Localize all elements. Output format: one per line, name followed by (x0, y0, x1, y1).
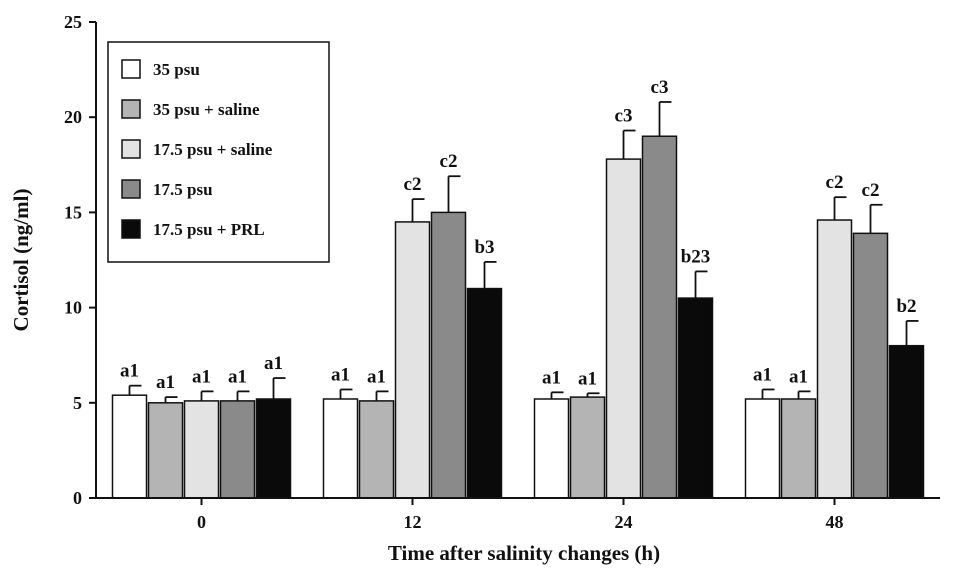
y-axis-title: Cortisol (ng/ml) (9, 189, 33, 332)
bar-label: a1 (192, 366, 211, 387)
bar (605, 158, 642, 499)
bar-label: a1 (789, 366, 808, 387)
bars-layer: a1 a1 a1 a1 a1 a1 a1 c2 c2 b3 a1 a1 c3 c3 b23 a1 a1 c2 c2 b… (111, 77, 925, 499)
bar (255, 398, 292, 499)
bar-label: b3 (474, 237, 494, 258)
bar-label: c3 (651, 77, 669, 98)
legend-swatch (121, 99, 141, 119)
y-tick-label: 20 (64, 107, 82, 127)
y-tick-label: 10 (64, 298, 82, 318)
legend-label: 35 psu + saline (153, 100, 260, 119)
bar (466, 287, 503, 499)
legend-box (107, 41, 330, 263)
bar-label: a1 (578, 368, 597, 389)
bar-label: a1 (542, 367, 561, 388)
y-tick-label: 25 (64, 12, 82, 32)
bar (641, 135, 678, 499)
bar (219, 400, 256, 499)
legend-swatch (121, 59, 141, 79)
x-tick-label: 24 (615, 512, 633, 532)
bar-label: a1 (264, 353, 283, 374)
legend-swatch (121, 179, 141, 199)
bar-label: c2 (404, 174, 422, 195)
legend-label: 17.5 psu + saline (153, 140, 273, 159)
bar (358, 400, 395, 499)
bar-label: c2 (826, 172, 844, 193)
axes-layer (95, 22, 940, 499)
y-tick-label: 15 (64, 202, 82, 222)
bar (852, 232, 889, 499)
x-axis-title: Time after salinity changes (h) (388, 541, 660, 565)
bar-label: a1 (367, 366, 386, 387)
bar (569, 396, 606, 499)
ticks-layer: 0 5 10 15 20 25 0 12 24 48 (64, 12, 844, 532)
bar-label: c2 (862, 180, 880, 201)
bar (394, 221, 431, 499)
bar (533, 398, 570, 499)
bar (780, 398, 817, 499)
bar (744, 398, 781, 499)
bar (147, 402, 184, 499)
bar (677, 297, 714, 499)
legend-swatch (121, 139, 141, 159)
x-tick-label: 0 (197, 512, 206, 532)
bar-label: a1 (156, 372, 175, 393)
legend-label: 35 psu (153, 60, 200, 79)
bar (430, 211, 467, 499)
bar-label: c3 (615, 106, 633, 127)
legend-swatch (121, 219, 141, 239)
legend-label: 17.5 psu (153, 180, 213, 199)
x-tick-label: 12 (404, 512, 422, 532)
legend: 35 psu 35 psu + saline 17.5 psu + saline 17… (107, 41, 330, 263)
bar (111, 394, 148, 499)
bar-label: a1 (120, 361, 139, 382)
bar-label: a1 (753, 364, 772, 385)
x-tick-label: 48 (826, 512, 844, 532)
bar (888, 344, 925, 499)
bar (816, 219, 853, 499)
bar (322, 398, 359, 499)
bar-label: b2 (896, 296, 916, 317)
y-tick-label: 5 (73, 393, 82, 413)
y-tick-label: 0 (73, 488, 82, 508)
bar-label: c2 (440, 151, 458, 172)
bar (183, 400, 220, 499)
bar-label: a1 (331, 364, 350, 385)
legend-label: 17.5 psu + PRL (153, 220, 265, 239)
bar-label: a1 (228, 366, 247, 387)
bar-label: b23 (681, 246, 711, 267)
